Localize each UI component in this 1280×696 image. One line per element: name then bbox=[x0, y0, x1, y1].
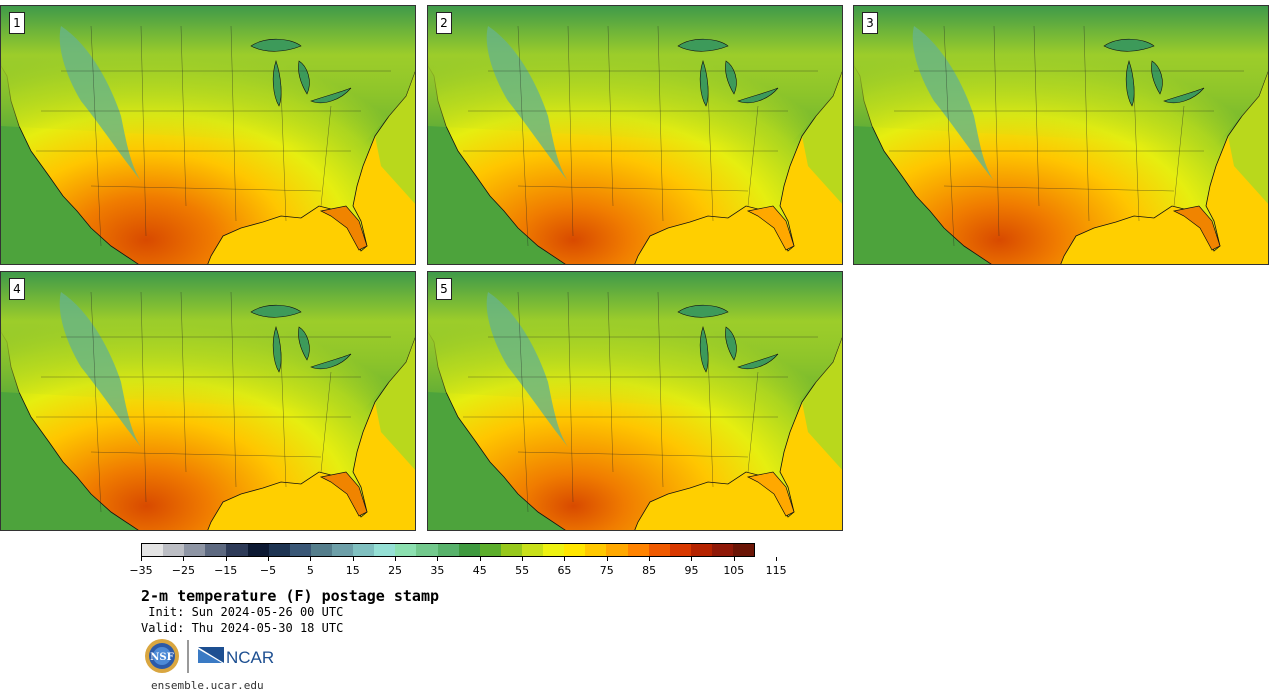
member-label: 4 bbox=[9, 278, 25, 300]
forecast-map-panel-2: 2 bbox=[427, 5, 843, 265]
colorbar-swatch bbox=[733, 544, 755, 556]
colorbar-tick-label: 115 bbox=[765, 564, 787, 577]
colorbar-tick bbox=[183, 557, 185, 561]
colorbar-swatch bbox=[374, 544, 396, 556]
colorbar-tick bbox=[310, 557, 312, 561]
colorbar-tick-label: 55 bbox=[515, 564, 530, 577]
colorbar-tick bbox=[395, 557, 397, 561]
colorbar-swatch bbox=[416, 544, 438, 556]
colorbar-swatch bbox=[669, 544, 691, 556]
colorbar-tick-label: 25 bbox=[388, 564, 403, 577]
temperature-map bbox=[854, 6, 1268, 264]
sponsor-logos: NSF NCAR bbox=[145, 639, 274, 673]
colorbar-swatch bbox=[395, 544, 417, 556]
member-label: 1 bbox=[9, 12, 25, 34]
colorbar-swatch bbox=[690, 544, 712, 556]
colorbar-swatch bbox=[268, 544, 290, 556]
colorbar-swatch bbox=[353, 544, 375, 556]
ncar-logo-icon: NCAR bbox=[198, 647, 274, 667]
colorbar-tick-label: 45 bbox=[472, 564, 487, 577]
colorbar-swatch bbox=[184, 544, 206, 556]
colorbar-tick bbox=[522, 557, 524, 561]
colorbar-tick-label: 5 bbox=[306, 564, 314, 577]
forecast-map-panel-4: 4 bbox=[0, 271, 416, 531]
colorbar-tick bbox=[268, 557, 270, 561]
colorbar-tick bbox=[352, 557, 354, 561]
member-label: 3 bbox=[862, 12, 878, 34]
colorbar-swatch bbox=[585, 544, 607, 556]
colorbar-tick-label: −35 bbox=[129, 564, 153, 577]
svg-text:NCAR: NCAR bbox=[226, 648, 274, 667]
colorbar-tick-label: −25 bbox=[171, 564, 195, 577]
colorbar-swatch bbox=[500, 544, 522, 556]
colorbar-swatch bbox=[289, 544, 311, 556]
temperature-map bbox=[428, 6, 842, 264]
forecast-map-panel-5: 5 bbox=[427, 271, 843, 531]
colorbar-swatch bbox=[564, 544, 586, 556]
temperature-map bbox=[1, 6, 415, 264]
colorbar-tick bbox=[225, 557, 227, 561]
valid-time: Valid: Thu 2024-05-30 18 UTC bbox=[141, 621, 344, 635]
colorbar-swatch bbox=[543, 544, 565, 556]
member-label: 2 bbox=[436, 12, 452, 34]
colorbar-ticks: −35 −25 −15 −5 5 15 25 35 45 55 65 75 85 95 105 115 bbox=[129, 557, 787, 577]
colorbar-tick bbox=[479, 557, 481, 561]
colorbar-swatch bbox=[711, 544, 734, 556]
colorbar-tick-label: 65 bbox=[557, 564, 572, 577]
colorbar-tick-label: 105 bbox=[723, 564, 745, 577]
init-time: Init: Sun 2024-05-26 00 UTC bbox=[141, 605, 344, 619]
colorbar-swatch bbox=[205, 544, 227, 556]
colorbar-swatch bbox=[627, 544, 649, 556]
temperature-map bbox=[1, 272, 415, 530]
colorbar-tick bbox=[606, 557, 608, 561]
colorbar-tick bbox=[141, 557, 142, 561]
colorbar-tick bbox=[437, 557, 439, 561]
temperature-map bbox=[428, 272, 842, 530]
colorbar-swatch bbox=[142, 544, 164, 556]
colorbar-tick-label: −15 bbox=[214, 564, 238, 577]
temperature-colorbar bbox=[141, 543, 755, 557]
colorbar-tick bbox=[691, 557, 693, 561]
colorbar-tick-label: 35 bbox=[430, 564, 445, 577]
colorbar-tick-label: −5 bbox=[259, 564, 277, 577]
colorbar-swatch bbox=[331, 544, 354, 556]
colorbar-swatch bbox=[310, 544, 332, 556]
colorbar-tick-label: 15 bbox=[345, 564, 360, 577]
colorbar-swatch bbox=[163, 544, 185, 556]
forecast-map-panel-1: 1 bbox=[0, 5, 416, 265]
member-label: 5 bbox=[436, 278, 452, 300]
colorbar-swatch bbox=[606, 544, 628, 556]
svg-text:NSF: NSF bbox=[150, 652, 173, 663]
colorbar-swatch bbox=[521, 544, 544, 556]
colorbar-tick-label: 95 bbox=[684, 564, 699, 577]
colorbar-swatch bbox=[437, 544, 459, 556]
colorbar-tick bbox=[649, 557, 651, 561]
colorbar-swatch bbox=[458, 544, 480, 556]
colorbar-tick bbox=[564, 557, 566, 561]
colorbar-tick bbox=[776, 557, 778, 561]
colorbar-swatch bbox=[247, 544, 269, 556]
figure-title: 2-m temperature (F) postage stamp bbox=[141, 587, 440, 605]
colorbar-swatch bbox=[648, 544, 670, 556]
website-url: ensemble.ucar.edu bbox=[151, 679, 264, 692]
colorbar-swatch bbox=[479, 544, 501, 556]
colorbar-tick bbox=[733, 557, 735, 561]
nsf-logo-icon: NSF bbox=[145, 639, 179, 673]
colorbar-tick-label: 75 bbox=[599, 564, 614, 577]
colorbar-swatch bbox=[226, 544, 248, 556]
colorbar-tick-label: 85 bbox=[642, 564, 657, 577]
forecast-map-panel-3: 3 bbox=[853, 5, 1269, 265]
